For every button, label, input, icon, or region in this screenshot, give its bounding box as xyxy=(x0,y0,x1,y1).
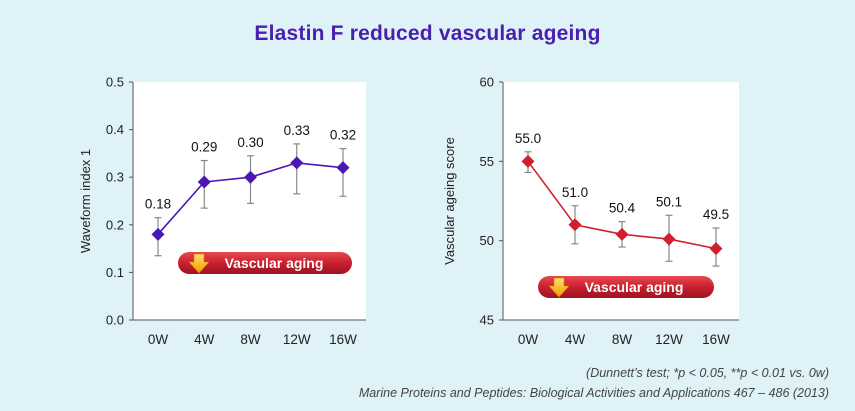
y-axis-label: Vascular ageing score xyxy=(442,137,457,265)
page-title: Elastin F reduced vascular ageing xyxy=(254,22,601,45)
data-point xyxy=(568,218,582,232)
y-tick-label: 0.4 xyxy=(106,122,124,137)
footnote: (Dunnett’s test; *p < 0.05, **p < 0.01 v… xyxy=(586,366,829,380)
y-tick-label: 0.2 xyxy=(106,217,124,232)
data-label: 55.0 xyxy=(515,131,541,146)
data-point xyxy=(197,175,211,189)
plot-area xyxy=(133,82,366,320)
x-tick-label: 0W xyxy=(518,332,539,347)
y-tick-label: 55 xyxy=(480,154,494,169)
x-tick-label: 8W xyxy=(240,332,261,347)
data-label: 0.29 xyxy=(191,140,217,155)
vascular-aging-banner xyxy=(178,252,352,274)
y-axis-label: Waveform index 1 xyxy=(78,149,93,253)
y-tick-label: 0.0 xyxy=(106,313,124,328)
data-label: 0.30 xyxy=(237,135,263,150)
vascular-aging-banner xyxy=(538,276,714,298)
y-tick-label: 50 xyxy=(480,233,494,248)
waveform-index-chart: 0.0 0.1 0.2 0.3 0.4 0.5 Waveform index 1 0W 4W 8W… xyxy=(78,75,366,347)
banner-label: Vascular aging xyxy=(585,279,684,295)
data-point xyxy=(290,156,304,170)
y-tick-label: 0.1 xyxy=(106,265,124,280)
data-label: 0.32 xyxy=(330,128,356,143)
data-label: 50.1 xyxy=(656,194,682,209)
data-label: 51.0 xyxy=(562,185,588,200)
down-arrow-icon xyxy=(188,253,210,274)
data-point xyxy=(709,242,723,256)
data-point xyxy=(521,154,535,168)
y-tick-label: 45 xyxy=(480,313,494,328)
data-label: 49.5 xyxy=(703,207,729,222)
x-tick-label: 0W xyxy=(148,332,169,347)
data-point xyxy=(615,227,629,241)
x-tick-label: 16W xyxy=(329,332,357,347)
data-point xyxy=(151,227,165,241)
y-tick-label: 0.3 xyxy=(106,170,124,185)
down-arrow-icon xyxy=(548,277,570,298)
vascular-ageing-score-chart: 45 50 55 60 Vascular ageing score 0W 4W 8W 12W 16… xyxy=(442,75,739,347)
x-tick-label: 16W xyxy=(702,332,730,347)
data-label: 50.4 xyxy=(609,201,636,216)
x-tick-label: 8W xyxy=(612,332,633,347)
citation: Marine Proteins and Peptides: Biological… xyxy=(358,386,829,400)
y-tick-label: 60 xyxy=(480,75,494,90)
x-tick-label: 4W xyxy=(194,332,215,347)
data-point xyxy=(662,232,676,246)
banner-label: Vascular aging xyxy=(225,255,324,271)
data-label: 0.33 xyxy=(284,123,310,138)
data-point xyxy=(244,170,257,184)
x-tick-label: 12W xyxy=(283,332,311,347)
x-tick-label: 12W xyxy=(655,332,683,347)
data-label: 0.18 xyxy=(145,197,171,212)
data-point xyxy=(336,161,350,175)
y-tick-label: 0.5 xyxy=(106,75,124,90)
x-tick-label: 4W xyxy=(565,332,586,347)
